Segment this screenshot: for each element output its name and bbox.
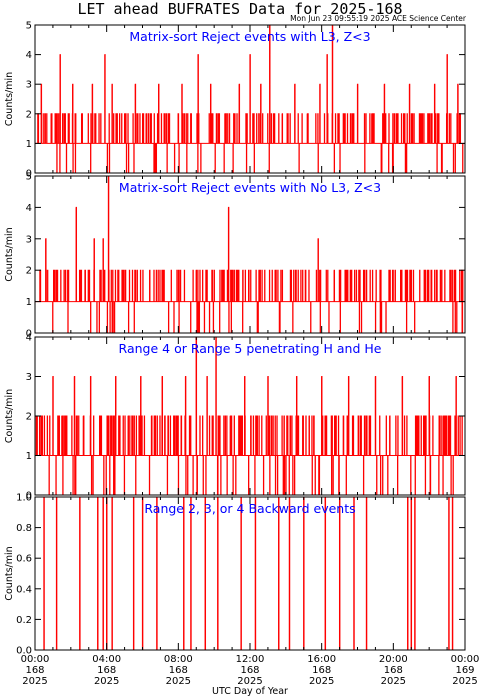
y-tick-label: 2 xyxy=(26,412,32,423)
y-axis-label: Counts/min xyxy=(4,72,15,126)
series-line-panel-3 xyxy=(35,336,465,496)
x-tick-label-doy: 168 xyxy=(169,665,188,676)
x-tick-label-year: 2025 xyxy=(166,676,191,687)
y-tick-label: 4 xyxy=(26,333,32,344)
y-tick-label: 0.6 xyxy=(16,554,32,565)
x-tick-label-doy: 168 xyxy=(240,665,259,676)
panel-title: Matrix-sort Reject events with No L3, Z<… xyxy=(119,180,381,195)
y-tick-label: 5 xyxy=(26,172,32,183)
panel-1: 0 1 2 3 4 5 Matrix-sort Reject events with L3,… xyxy=(4,21,466,180)
y-tick-label: 3 xyxy=(26,372,32,383)
x-tick-label-time: 00:00 xyxy=(21,654,50,665)
x-tick-label-year: 2025 xyxy=(237,676,262,687)
y-tick-label: 1 xyxy=(26,139,32,150)
x-tick-label-time: 08:00 xyxy=(164,654,193,665)
y-axis-label: Counts/min xyxy=(4,227,15,281)
x-tick-label-doy: 168 xyxy=(312,665,331,676)
x-tick-label-doy: 168 xyxy=(97,665,116,676)
panel-3: 0 1 2 3 4 Range 4 or Range 5 penetrating H an… xyxy=(4,333,466,502)
y-tick-label: 2 xyxy=(26,109,32,120)
x-tick-label-time: 00:00 xyxy=(451,654,479,665)
x-tick-label-doy: 168 xyxy=(384,665,403,676)
y-tick-label: 0.0 xyxy=(16,646,32,657)
x-axis: 00:00168202504:00168202508:00168202512:0… xyxy=(21,654,479,687)
x-tick-label-year: 2025 xyxy=(452,676,477,687)
y-tick-label: 0 xyxy=(26,491,32,502)
x-tick-label-doy: 169 xyxy=(455,665,474,676)
y-tick-label: 3 xyxy=(26,234,32,245)
timestamp-label: Mon Jun 23 09:55:19 2025 ACE Science Cen… xyxy=(290,14,467,23)
y-tick-label: 0 xyxy=(26,169,32,180)
x-tick-label-year: 2025 xyxy=(381,676,406,687)
y-tick-label: 2 xyxy=(26,266,32,277)
panel-2: 0 1 2 3 4 5 Matrix-sort Reject events with No … xyxy=(4,172,466,340)
y-tick-label: 0.4 xyxy=(16,584,32,595)
x-tick-label-time: 20:00 xyxy=(379,654,408,665)
y-tick-label: 1 xyxy=(26,451,32,462)
x-tick-label-time: 16:00 xyxy=(307,654,336,665)
x-tick-label-time: 12:00 xyxy=(236,654,265,665)
panel-title: Matrix-sort Reject events with L3, Z<3 xyxy=(129,29,370,44)
x-tick-label-year: 2025 xyxy=(309,676,334,687)
y-tick-label: 4 xyxy=(26,203,32,214)
y-tick-label: 0 xyxy=(26,329,32,340)
y-tick-label: 0.8 xyxy=(16,523,32,534)
panels-group: 0 1 2 3 4 5 Matrix-sort Reject events with L3,… xyxy=(4,21,466,657)
y-tick-label: 3 xyxy=(26,80,32,91)
panel-4: 0.0 0.2 0.4 0.6 0.8 1.0 Range 2, 3, or 4 Backw… xyxy=(4,493,466,657)
x-axis-label: UTC Day of Year xyxy=(212,686,288,697)
x-tick-label-doy: 168 xyxy=(25,665,44,676)
y-tick-label: 4 xyxy=(26,50,32,61)
y-axis-label: Counts/min xyxy=(4,389,15,443)
y-tick-label: 0.2 xyxy=(16,615,32,626)
panel-title: Range 4 or Range 5 penetrating H and He xyxy=(119,341,382,356)
y-tick-label: 1.0 xyxy=(16,493,32,504)
x-tick-label-time: 04:00 xyxy=(92,654,121,665)
y-axis-label: Counts/min xyxy=(4,546,15,600)
series-line-panel-4 xyxy=(35,496,465,651)
plot-frame xyxy=(34,496,466,651)
panel-title: Range 2, 3, or 4 Backward events xyxy=(144,501,355,516)
figure-title: LET ahead BUFRATES Data for 2025-168 xyxy=(77,0,402,18)
x-tick-label-year: 2025 xyxy=(22,676,47,687)
y-tick-label: 1 xyxy=(26,297,32,308)
series-line-panel-2 xyxy=(35,175,465,334)
y-tick-label: 5 xyxy=(26,21,32,32)
x-tick-label-year: 2025 xyxy=(94,676,119,687)
